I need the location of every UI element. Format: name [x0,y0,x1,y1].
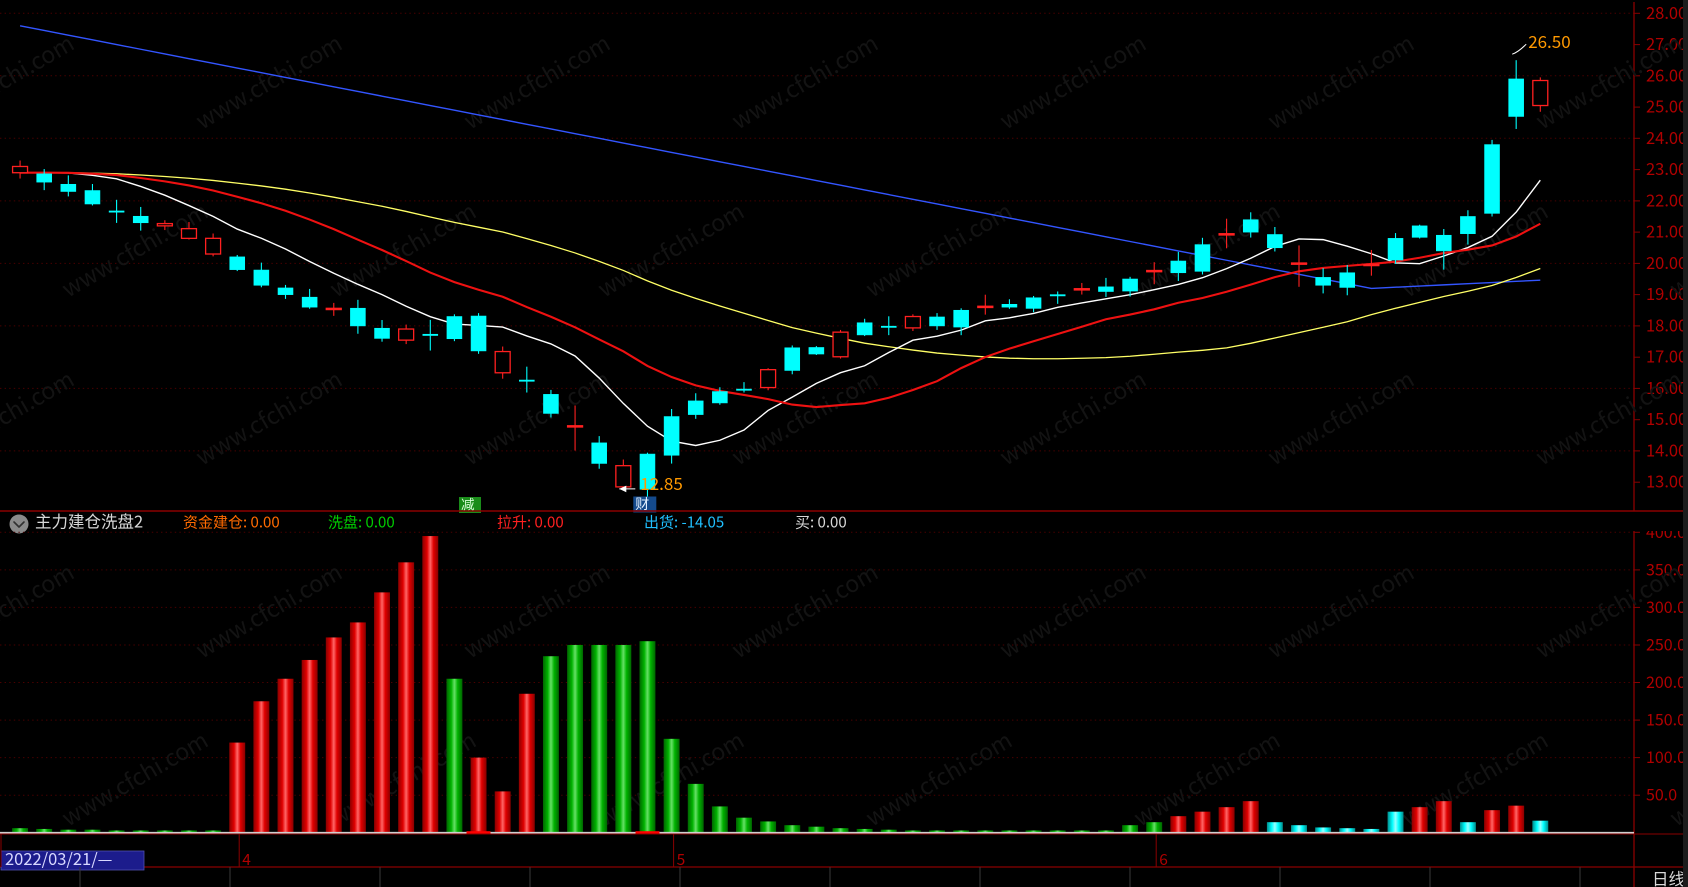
svg-text:5: 5 [677,848,686,870]
svg-text:28.00: 28.00 [1646,0,1687,24]
svg-text:拉升: 0.00: 拉升: 0.00 [497,512,564,533]
svg-text:250.0: 250.0 [1646,632,1686,656]
svg-text:洗盘: 0.00: 洗盘: 0.00 [328,512,395,533]
svg-text:200.0: 200.0 [1646,669,1686,693]
svg-text:100.0: 100.0 [1646,744,1686,768]
svg-text:12.85: 12.85 [640,470,682,495]
svg-text:25.00: 25.00 [1646,94,1687,118]
svg-text:18.00: 18.00 [1646,312,1687,336]
svg-text:14.00: 14.00 [1646,437,1687,461]
svg-text:4: 4 [242,848,251,870]
svg-text:出货: -14.05: 出货: -14.05 [644,512,724,533]
svg-text:主力建仓洗盘2: 主力建仓洗盘2 [35,509,143,533]
svg-text:24.00: 24.00 [1646,125,1687,149]
svg-text:22.00: 22.00 [1646,187,1687,211]
svg-text:日线: 日线 [1652,866,1685,887]
svg-text:资金建仓: 0.00: 资金建仓: 0.00 [183,512,280,533]
svg-text:26.50: 26.50 [1528,28,1570,53]
svg-text:21.00: 21.00 [1646,219,1687,243]
svg-text:2022/03/21/—: 2022/03/21/— [5,846,112,870]
svg-text:13.00: 13.00 [1646,469,1687,493]
svg-text:150.0: 150.0 [1646,707,1686,731]
svg-text:6: 6 [1159,848,1168,870]
svg-text:买: 0.00: 买: 0.00 [795,512,847,533]
svg-text:23.00: 23.00 [1646,156,1687,180]
